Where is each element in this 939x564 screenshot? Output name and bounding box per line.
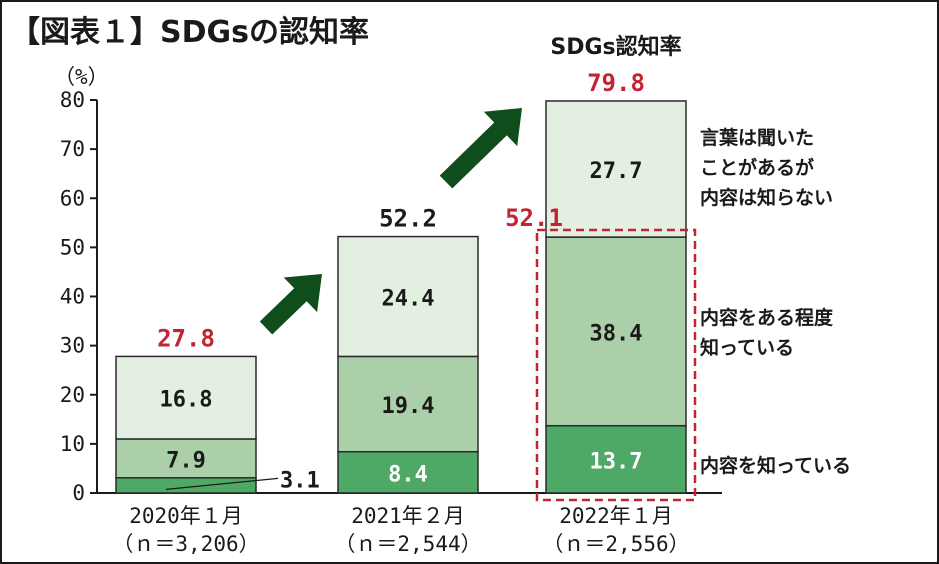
y-tick-label: 60 [60,186,85,210]
y-tick-label: 40 [60,285,85,309]
data-label: 24.4 [382,287,435,312]
data-label: 13.7 [590,449,643,474]
annotation-know: 内容を知っている [700,454,851,477]
bar-segment [115,477,257,494]
data-label: 38.4 [590,321,643,346]
annotation-aware-only: 言葉は聞いた [700,126,814,149]
x-sample-size-label: （ｎ＝2,544） [334,532,481,556]
x-category-label: 2022年１月 [559,504,673,528]
bar-segment [545,100,687,238]
data-label-leader [165,477,279,490]
bar-segment [337,235,479,358]
y-axis-unit: （%） [54,65,109,89]
y-tick-label: 80 [60,88,85,112]
data-label: 8.4 [388,462,428,487]
data-label: 3.1 [280,468,320,493]
trend-arrow [259,274,322,335]
y-tick-label: 70 [60,137,85,161]
highlight-box [535,228,697,502]
total-label: 27.8 [157,324,215,352]
chart-subtitle: SDGs認知率 [550,34,681,60]
chart-title: 【図表１】SDGsの認知率 [10,15,369,50]
x-sample-size-label: （ｎ＝2,556） [542,532,689,556]
y-tick-label: 30 [60,334,85,358]
y-tick-label: 20 [60,383,85,407]
x-axis-labels: 2020年１月 （ｎ＝3,206） 2021年２月 （ｎ＝2,544） 2022年１月 （… [112,504,689,556]
bar-segment [545,236,687,427]
data-label: 16.8 [160,388,213,413]
bar-stack: 8.4 19.4 24.4 52.2 [337,205,479,494]
bar-segment [115,438,257,479]
data-label: 27.7 [590,159,643,184]
x-category-label: 2021年２月 [351,504,465,528]
annotation-aware-only: ことがあるが [700,156,814,179]
data-label: 7.9 [166,448,206,473]
annotation-aware-only: 内容は知らない [700,186,833,209]
data-label: 19.4 [382,394,435,419]
annotation-somewhat: 内容をある程度 [700,306,834,329]
bar-segment [545,424,687,494]
bars: 3.1 7.9 16.8 27.8 8.4 19.4 24.4 52.2 13.7 38.4 27.… [115,69,697,502]
x-sample-size-label: （ｎ＝3,206） [112,532,259,556]
bar-segment [337,355,479,453]
highlight-total-label: 52.1 [505,204,563,232]
trend-arrows [259,108,522,335]
bar-segment [337,450,479,494]
bar-segment [115,355,257,440]
total-label: 79.8 [587,69,645,97]
bar-stack: 13.7 38.4 27.7 79.8 [545,69,687,494]
trend-arrow [439,108,522,189]
y-tick-label: 0 [72,481,85,505]
bar-stack: 3.1 7.9 16.8 27.8 [115,324,320,494]
y-tick-label: 10 [60,432,85,456]
y-tick-label: 50 [60,235,85,259]
total-label: 52.2 [379,205,437,233]
annotation-somewhat: 知っている [700,336,794,359]
x-category-label: 2020年１月 [129,504,243,528]
